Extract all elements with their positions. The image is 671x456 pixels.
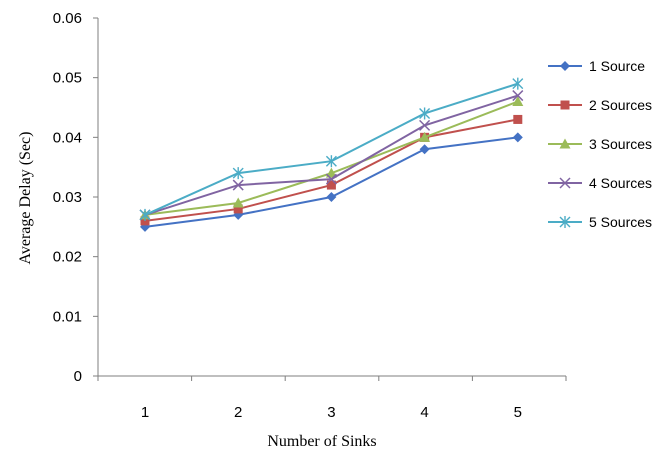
- x-tick-label: 4: [420, 404, 428, 421]
- legend-label: 3 Sources: [589, 136, 652, 152]
- data-point: [512, 132, 523, 143]
- series-4: [139, 90, 524, 221]
- legend-marker: [559, 216, 571, 228]
- x-tick-label: 1: [141, 404, 149, 421]
- x-axis-title: Number of Sinks: [267, 433, 376, 450]
- legend-label: 5 Sources: [589, 214, 652, 230]
- data-point: [512, 96, 524, 107]
- legend-label: 2 Sources: [589, 97, 652, 113]
- y-tick-label: 0: [74, 368, 82, 385]
- data-point: [512, 90, 524, 102]
- y-tick-label: 0.05: [53, 70, 82, 87]
- legend-label: 1 Source: [589, 58, 645, 74]
- data-point: [326, 192, 337, 202]
- data-point: [325, 167, 337, 178]
- data-point: [325, 173, 337, 185]
- data-point: [513, 114, 523, 124]
- y-axis-ticks: 0 0.01 0.02 0.03 0.04 0.05 0.06: [53, 10, 98, 385]
- y-tick-label: 0.01: [53, 308, 82, 325]
- data-point: [419, 131, 431, 142]
- data-point: [233, 204, 243, 214]
- legend: 1 Source 2 Sources 3 Sources 4 Sources 5 Sou…: [548, 58, 652, 230]
- legend-item: 5 Sources: [548, 214, 652, 230]
- legend-item: 1 Source: [548, 58, 645, 74]
- data-point: [232, 179, 244, 191]
- legend-marker: [560, 61, 570, 71]
- data-point: [232, 167, 244, 180]
- legend-marker: [559, 177, 571, 189]
- x-axis-ticks: 1 2 3 4 5: [97, 376, 567, 421]
- legend-item: 4 Sources: [548, 175, 652, 191]
- data-point: [419, 107, 431, 120]
- data-point: [512, 77, 524, 90]
- data-point: [326, 180, 336, 190]
- y-tick-label: 0.02: [53, 249, 82, 266]
- legend-label: 4 Sources: [589, 175, 652, 191]
- legend-marker: [560, 100, 570, 110]
- x-tick-label: 5: [514, 404, 522, 421]
- data-point: [419, 119, 431, 131]
- data-point: [232, 197, 244, 208]
- legend-marker: [559, 138, 571, 149]
- data-point: [419, 144, 430, 155]
- series-5: [139, 77, 524, 221]
- legend-item: 3 Sources: [548, 136, 652, 152]
- y-axis-title: Average Delay (Sec): [17, 132, 34, 265]
- legend-item: 2 Sources: [548, 97, 652, 113]
- series-layer: [139, 77, 524, 232]
- y-tick-label: 0.04: [53, 129, 82, 146]
- y-tick-label: 0.03: [53, 189, 82, 206]
- x-tick-label: 3: [327, 404, 335, 421]
- x-tick-label: 2: [234, 404, 242, 421]
- data-point: [325, 155, 337, 168]
- data-point: [139, 208, 151, 221]
- y-tick-label: 0.06: [53, 10, 82, 27]
